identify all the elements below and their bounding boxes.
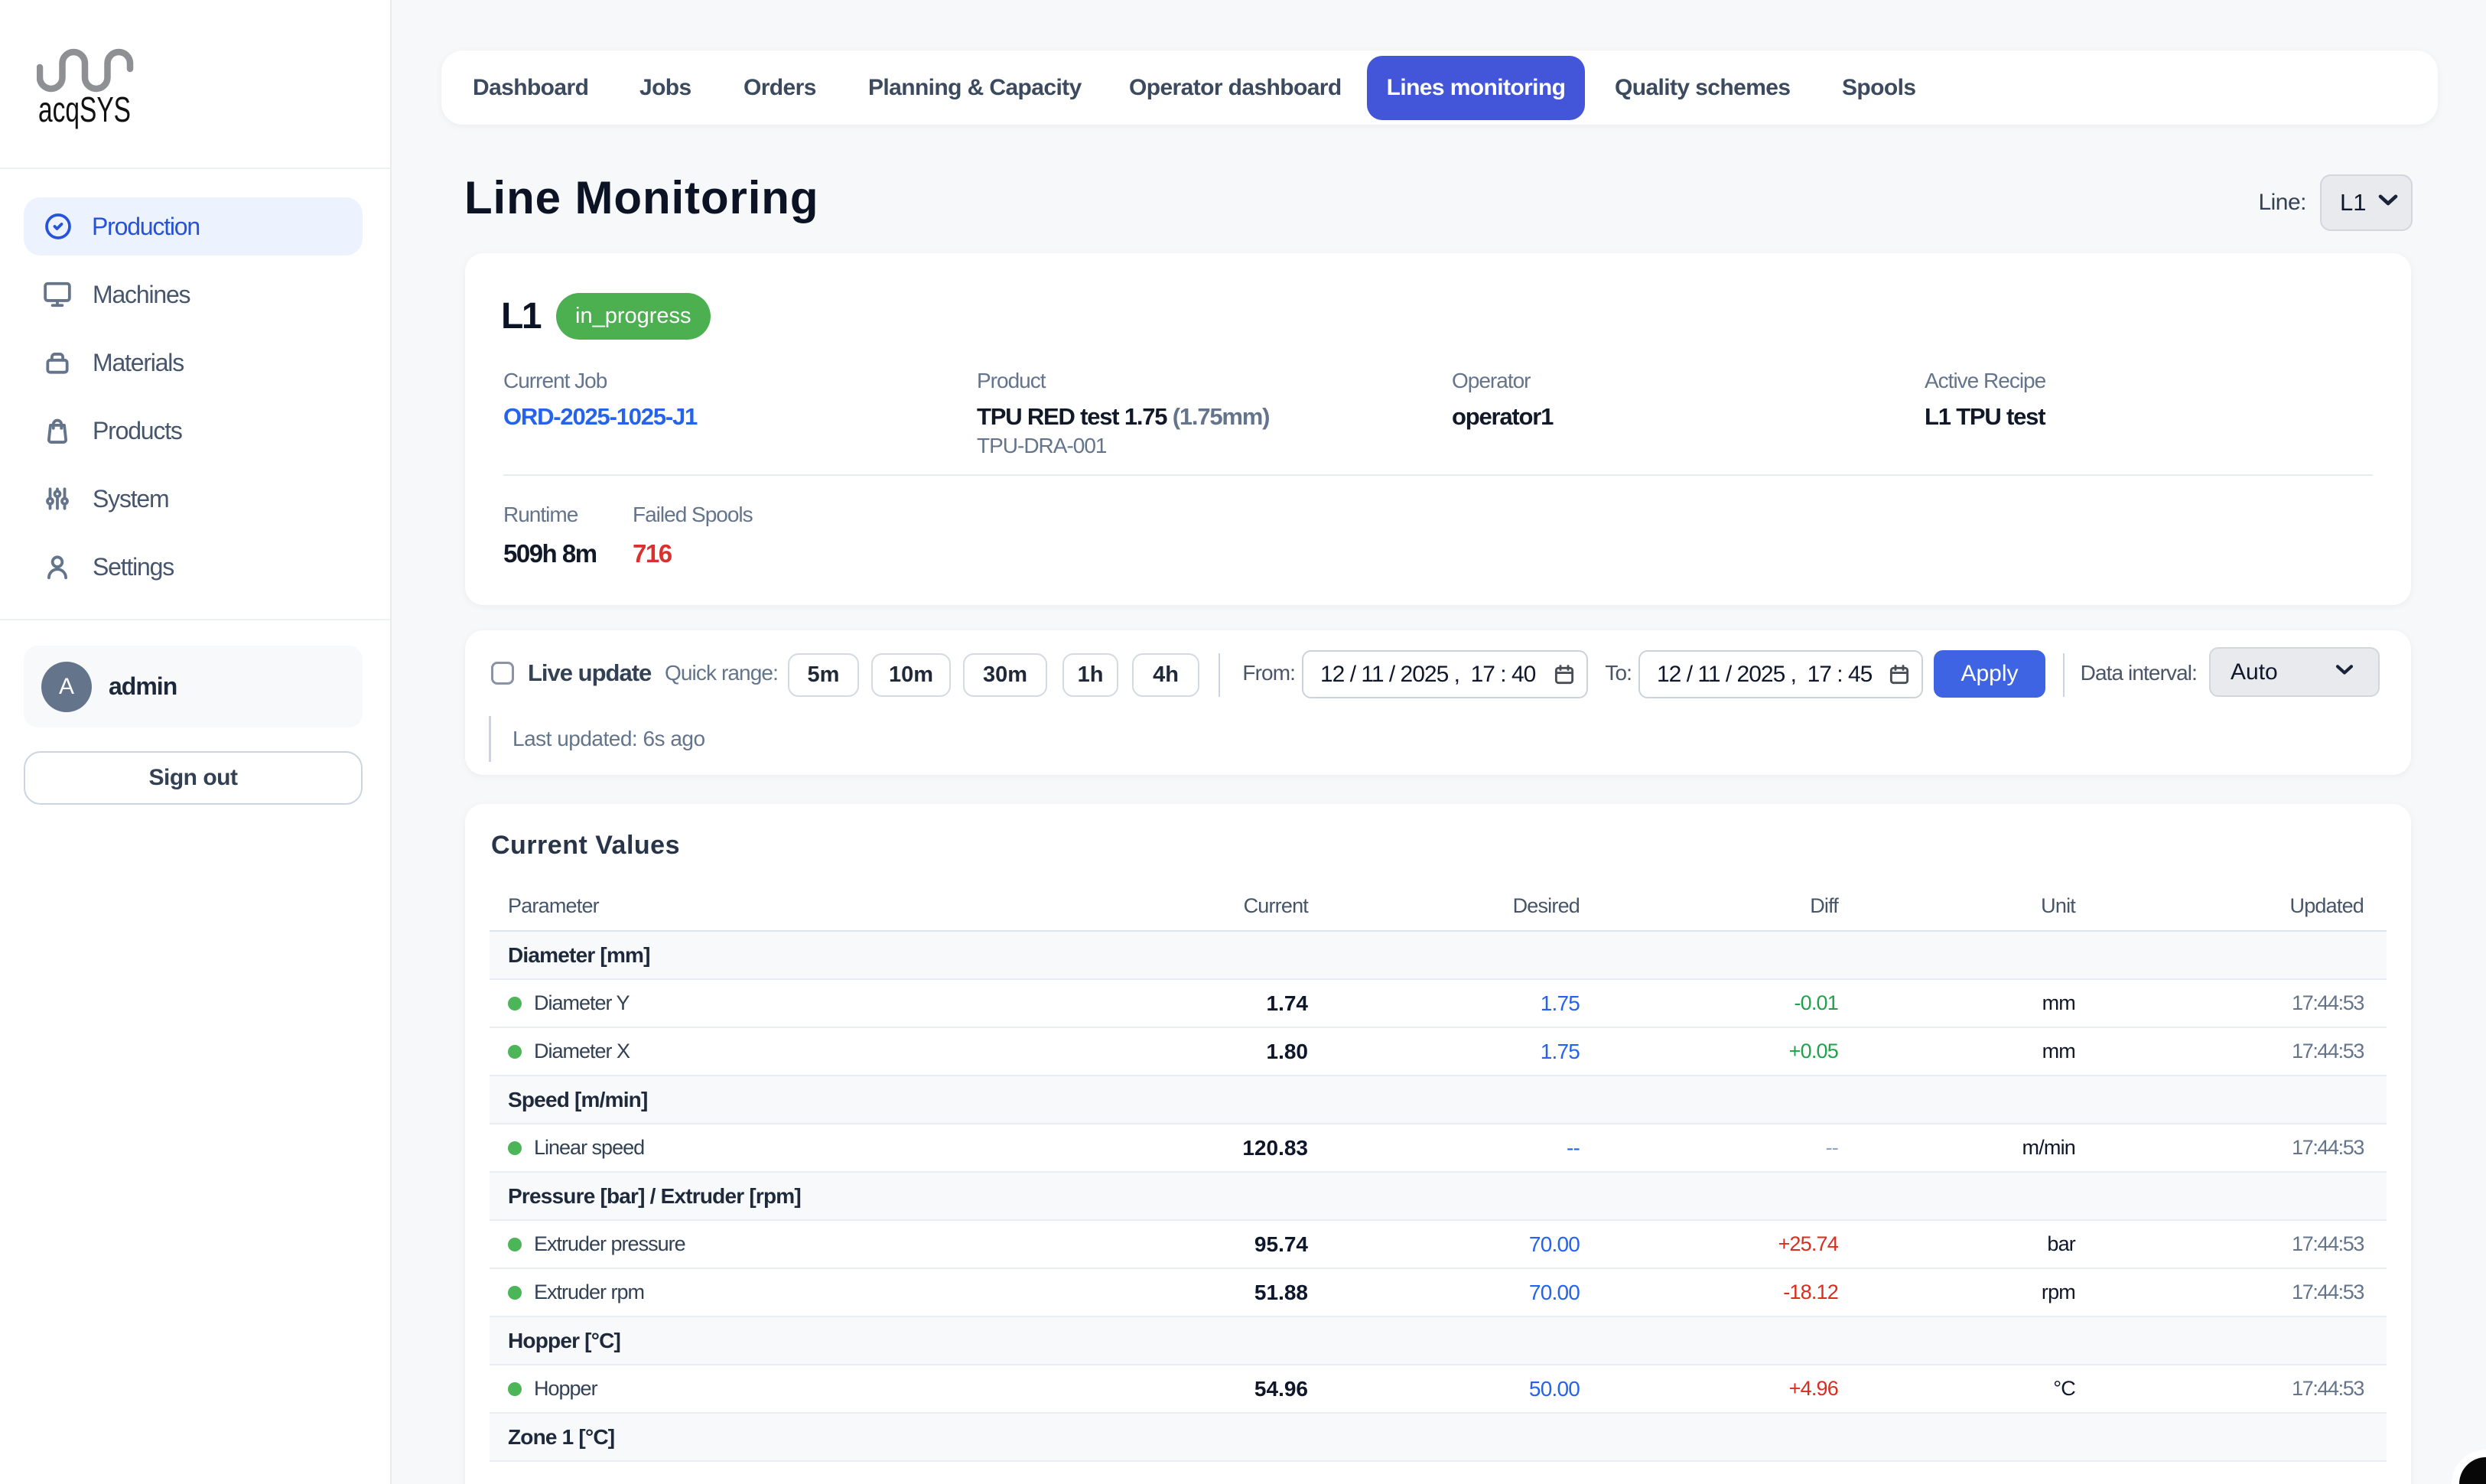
svg-text:acqSYS: acqSYS xyxy=(38,89,131,129)
